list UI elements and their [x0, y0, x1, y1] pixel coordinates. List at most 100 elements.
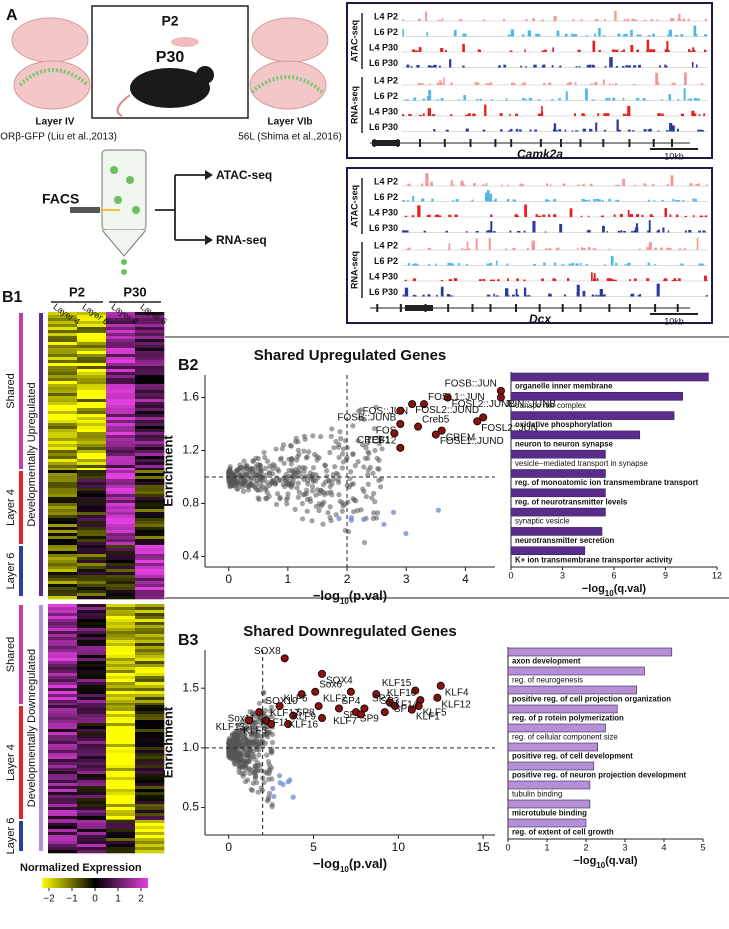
heatmap-cell [48, 312, 78, 316]
heatmap-cell [106, 539, 136, 543]
heatmap-cell [135, 563, 165, 567]
background-point [259, 478, 266, 484]
heatmap-cell [106, 700, 136, 704]
track-peak [454, 214, 458, 217]
track-peak [603, 294, 606, 297]
exon [515, 304, 518, 312]
heatmap-cell [106, 494, 136, 498]
subgroup-bar [19, 313, 23, 469]
background-point [230, 751, 236, 757]
track-peak [429, 65, 433, 68]
background-point [309, 518, 315, 524]
heatmap-cell [106, 673, 136, 677]
track-peak [500, 184, 504, 186]
track-peak [477, 49, 480, 52]
heatmap-cell [135, 768, 165, 772]
heatmap-cell [77, 557, 107, 561]
heatmap-cell [135, 697, 165, 701]
track-peak [486, 294, 491, 297]
background-point [266, 469, 272, 476]
track-peak [415, 264, 419, 266]
heatmap-cell [77, 795, 107, 799]
exon [602, 139, 605, 147]
bar-label: positive reg. of cell projection organiz… [512, 695, 671, 704]
heatmap-cell [48, 411, 78, 415]
heatmap-cell [106, 768, 136, 772]
heatmap-cell [106, 333, 136, 337]
track-peak [704, 275, 707, 281]
track-peak [512, 199, 516, 202]
heatmap-cell [77, 661, 107, 665]
heatmap-cell [135, 694, 165, 698]
heatmap-cell [106, 670, 136, 674]
background-point [267, 463, 273, 469]
track-peak [541, 50, 545, 52]
exon [405, 305, 433, 311]
heatmap-cell [77, 381, 107, 385]
heatmap-cell [135, 838, 165, 842]
track-peak [522, 97, 525, 101]
heatmap-cell [106, 661, 136, 665]
heatmap-cell [135, 381, 165, 385]
heatmap-cell [48, 613, 78, 617]
track-peak [548, 248, 552, 250]
heatmap-cell [48, 333, 78, 337]
heatmap-cell [77, 688, 107, 692]
heatmap-cell [106, 506, 136, 510]
heatmap-cell [106, 658, 136, 662]
heatmap-cell [106, 545, 136, 549]
heatmap-cell [48, 488, 78, 492]
axis-label-part: (p.val) [349, 588, 387, 603]
track-peak [516, 294, 520, 297]
track-peak [571, 33, 573, 37]
track-peak [490, 214, 493, 217]
track-peak [464, 33, 467, 37]
heatmap-cell [106, 643, 136, 647]
heatmap-cell [48, 476, 78, 480]
heatmap-cell [106, 435, 136, 439]
point-label: KLF3 [243, 726, 267, 737]
track-peak [694, 198, 697, 202]
point-label: KLF5 [423, 708, 447, 719]
track-peak [485, 183, 488, 186]
track-peak [576, 284, 580, 297]
heatmap-cell [135, 569, 165, 573]
heatmap-cell [106, 459, 136, 463]
track-peak [552, 129, 557, 132]
background-point [314, 487, 321, 493]
track-peak [422, 294, 425, 297]
heatmap-cell [106, 816, 136, 820]
background-point [333, 512, 339, 518]
exon [372, 140, 400, 146]
track-peak [510, 82, 515, 85]
track-peak [623, 49, 625, 52]
heatmap-cell [77, 312, 107, 316]
heatmap-cell [77, 566, 107, 570]
background-point [284, 495, 291, 501]
heatmap-cell [77, 321, 107, 325]
bar [507, 818, 587, 828]
background-point [287, 478, 293, 484]
track-peak [656, 231, 659, 233]
background-point [329, 481, 335, 487]
heatmap-cell [77, 327, 107, 331]
point-label: SP2 [372, 694, 391, 705]
heatmap-cell [135, 726, 165, 730]
background-point [274, 466, 281, 472]
heatmap-cell [48, 616, 78, 620]
heatmap-cell [77, 676, 107, 680]
point [360, 704, 369, 713]
background-point [372, 447, 378, 454]
track-peak [440, 47, 444, 52]
heatmap-cell [77, 613, 107, 617]
track-peak [564, 33, 568, 37]
track-peak [484, 104, 487, 116]
point-label: KLF2 [323, 693, 347, 704]
track-peak [486, 230, 489, 233]
track-peak [460, 180, 464, 186]
heatmap-cell [135, 435, 165, 439]
track-peak [504, 288, 509, 297]
heatmap-cell [106, 795, 136, 799]
background-point [374, 455, 380, 461]
background-point [290, 794, 296, 800]
